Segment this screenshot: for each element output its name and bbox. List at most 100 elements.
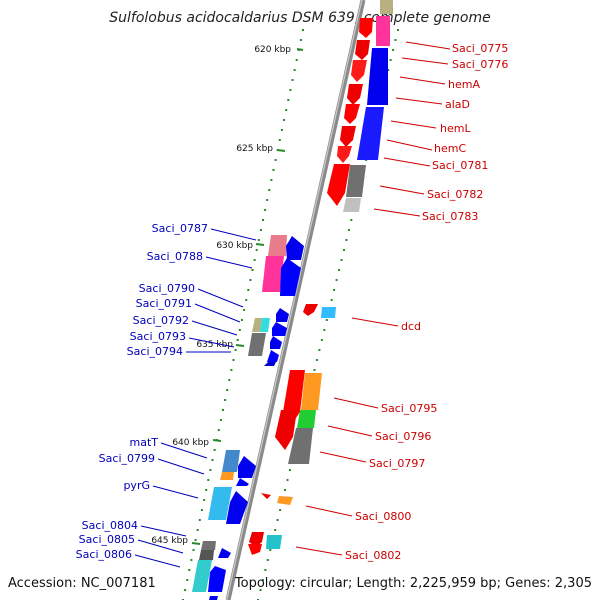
label-leader-line [197,288,244,308]
gene-label-saci-0795[interactable]: Saci_0795 [381,402,437,415]
scale-dot [211,459,214,461]
gene-label-saci-0788[interactable]: Saci_0788 [147,250,203,263]
gene-label-hema[interactable]: hemA [448,78,480,91]
label-leader-line [157,458,205,475]
gene-label-saci-0781[interactable]: Saci_0781 [432,159,488,172]
scale-dot [200,509,203,511]
gene-arrow [208,566,226,592]
label-leader-line [390,120,437,129]
genome-stats-text: Topology: circular; Length: 2,225,959 bp… [234,576,592,591]
kbp-label: 625 kbp [236,144,273,154]
scale-dot [255,249,258,251]
scale-dot [226,389,229,391]
scale-dot [284,489,286,491]
forward-genes [248,0,393,555]
gene-label-heml[interactable]: hemL [440,122,471,135]
gene-label-alad[interactable]: alaD [445,98,470,111]
gene-label-pyrg[interactable]: pyrG [123,479,150,492]
gene-arrow [208,487,232,520]
gene-label-hemc[interactable]: hemC [434,142,466,155]
backbone-dark [225,0,366,600]
kbp-tick [255,243,265,246]
gene-label-saci-0804[interactable]: Saci_0804 [82,519,138,532]
label-leader-line [405,41,451,50]
gene-label-saci-0794[interactable]: Saci_0794 [127,345,183,358]
gene-label-saci-0802[interactable]: Saci_0802 [345,549,401,562]
gene-label-saci-0793[interactable]: Saci_0793 [130,330,186,343]
gene-arrow [357,107,384,160]
gene-label-saci-0797[interactable]: Saci_0797 [369,457,425,470]
gene-label-saci-0799[interactable]: Saci_0799 [99,452,155,465]
label-leader-line [210,228,257,241]
gene-arrow [327,164,350,206]
label-leader-line [351,317,399,327]
scale-dot [338,269,341,271]
label-leader-line [383,157,431,167]
kbp-label: 645 kbp [151,536,188,546]
genome-backbone [225,0,366,600]
gene-label-saci-0776[interactable]: Saci_0776 [452,58,508,71]
gene-arrow [218,548,231,558]
scale-dot [397,29,399,31]
scale-dot [297,49,300,51]
gene-arrow [238,456,256,478]
scale-dot [299,39,302,41]
gene-arrow [359,18,373,38]
label-leader-line [137,539,184,554]
gene-arrow [270,336,282,349]
scale-dot [222,409,224,411]
scale-dot [389,59,392,61]
scale-dot [184,589,187,591]
gene-arrow [297,410,316,428]
gene-label-saci-0791[interactable]: Saci_0791 [136,297,192,310]
gene-label-saci-0783[interactable]: Saci_0783 [422,210,478,223]
gene-label-saci-0782[interactable]: Saci_0782 [427,188,483,201]
gene-arrow [337,146,352,163]
scale-dot [291,79,294,81]
gene-label-saci-0792[interactable]: Saci_0792 [133,314,189,327]
scale-dot [276,149,279,151]
gene-label-saci-0805[interactable]: Saci_0805 [79,533,135,546]
gene-label-matt[interactable]: matT [130,436,159,449]
gene-arrow [201,541,216,550]
scale-dot [230,369,233,371]
scale-dot [318,349,321,351]
scale-dot [188,569,191,571]
gene-label-saci-0790[interactable]: Saci_0790 [139,282,195,295]
scale-dot [261,579,264,581]
scale-dot [285,109,288,111]
scale-dot [302,29,304,31]
gene-label-saci-0806[interactable]: Saci_0806 [76,548,132,561]
gene-label-saci-0796[interactable]: Saci_0796 [375,430,431,443]
scale-dot [251,269,254,271]
scale-dot [278,139,281,141]
gene-arrow [199,550,214,560]
label-leader-line [191,320,238,336]
gene-arrow [376,16,390,46]
scale-dot [209,469,212,471]
gene-arrow [343,198,361,212]
gene-label-saci-0800[interactable]: Saci_0800 [355,510,411,523]
label-leader-line [395,97,443,105]
gene-arrow [209,596,218,600]
scale-dot [320,339,323,341]
gene-arrow [192,560,212,592]
gene-arrow [266,535,282,549]
reverse-genes [192,235,304,600]
gene-arrow [346,165,366,197]
gene-label-saci-0787[interactable]: Saci_0787 [152,222,208,235]
scale-dot [207,479,210,481]
kbp-label: 620 kbp [254,45,291,55]
scale-dot [394,39,397,41]
gene-arrow [220,472,234,480]
scale-dot [276,519,279,521]
kbp-scale: 620 kbp 625 kbp 630 kbp 635 kbp 640 kbp … [151,45,304,546]
gene-label-dcd[interactable]: dcd [401,320,421,333]
scale-dot [350,219,353,221]
scale-dot [279,509,282,511]
label-leader-line [333,397,379,409]
gene-label-saci-0775[interactable]: Saci_0775 [452,42,508,55]
scale-dot [243,309,246,311]
scale-dot [269,549,272,551]
